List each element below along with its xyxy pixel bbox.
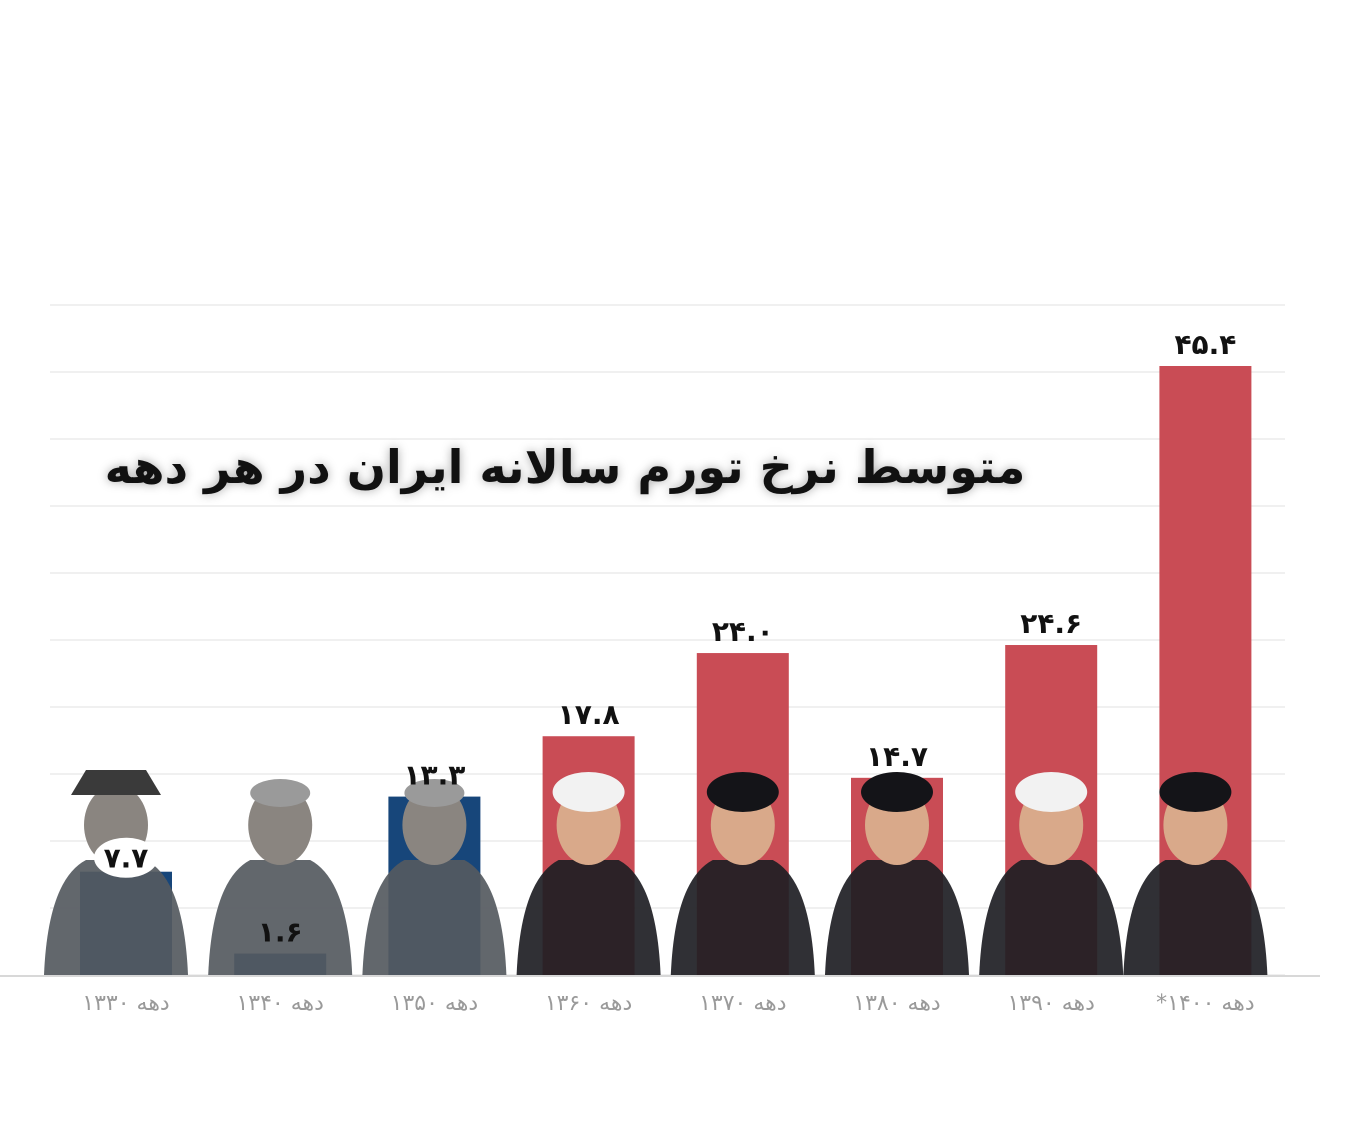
x-tick-label: دهه ۱۳۳۰ — [82, 991, 169, 1016]
portrait-figure — [362, 779, 507, 975]
portrait-figure — [979, 772, 1124, 975]
value-label: ۷.۷ — [104, 842, 149, 875]
x-tick-labels: دهه ۱۳۳۰ دهه ۱۳۴۰ دهه ۱۳۵۰ دهه ۱۳۶۰ دهه ۱۳۷۰… — [82, 991, 1254, 1016]
portrait-figure — [670, 772, 815, 975]
x-tick-label: دهه ۱۳۷۰ — [699, 991, 786, 1016]
value-label: ۲۴.۶ — [1020, 607, 1082, 640]
x-tick-label: دهه ۱۳۹۰ — [1007, 991, 1094, 1016]
x-tick-label: دهه ۱۳۵۰ — [391, 991, 478, 1016]
x-tick-label: دهه ۱۳۶۰ — [545, 991, 632, 1016]
value-labels: ۷.۷ ۱.۶ ۱۳.۳ ۱۷.۸ ۲۴.۰ ۱۴.۷ ۲۴.۶ ۴۵.۴ — [94, 328, 1236, 949]
value-label: ۱۷.۸ — [558, 698, 620, 731]
portrait-figure — [516, 772, 661, 975]
value-label: ۱.۶ — [258, 916, 303, 949]
x-tick-label: دهه ۱۳۴۰ — [236, 991, 323, 1016]
x-tick-label: دهه ۱۴۰۰* — [1156, 991, 1254, 1016]
value-label: ۲۴.۰ — [712, 615, 774, 648]
value-label: ۱۳.۳ — [403, 759, 465, 792]
value-label: ۴۵.۴ — [1174, 328, 1236, 361]
portrait-figure — [825, 772, 969, 975]
value-label: ۱۴.۷ — [866, 740, 928, 773]
value-label-bg — [94, 837, 158, 878]
chart-title: متوسط نرخ تورم سالانه ایران در هر دهه — [104, 440, 1026, 494]
portrait-figure — [1123, 772, 1268, 975]
x-tick-label: دهه ۱۳۸۰ — [853, 991, 940, 1016]
portrait-figure — [208, 779, 353, 975]
